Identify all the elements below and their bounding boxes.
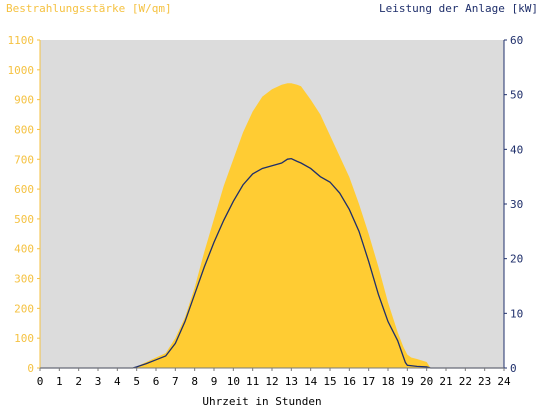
left-axis-ticks: 0 100 200 300 400 500 600 700 800 900 1000 1100 bbox=[8, 34, 40, 375]
right-tick-label: 50 bbox=[510, 89, 523, 102]
x-tick-label: 10 bbox=[227, 375, 240, 388]
x-tick-label: 4 bbox=[114, 375, 121, 388]
x-tick-label: 12 bbox=[265, 375, 278, 388]
x-tick-label: 9 bbox=[211, 375, 218, 388]
x-tick-label: 5 bbox=[133, 375, 140, 388]
left-tick-label: 100 bbox=[14, 332, 34, 345]
right-axis-ticks: 0 10 20 30 40 50 60 bbox=[504, 34, 523, 375]
x-tick-label: 16 bbox=[343, 375, 356, 388]
x-tick-label: 3 bbox=[95, 375, 102, 388]
x-tick-label: 15 bbox=[323, 375, 336, 388]
left-tick-label: 300 bbox=[14, 273, 34, 286]
x-tick-label: 8 bbox=[191, 375, 198, 388]
left-tick-label: 1000 bbox=[8, 64, 35, 77]
left-tick-label: 600 bbox=[14, 183, 34, 196]
x-tick-label: 7 bbox=[172, 375, 179, 388]
left-tick-label: 200 bbox=[14, 302, 34, 315]
x-axis-title: Uhrzeit in Stunden bbox=[202, 395, 321, 408]
power-line bbox=[40, 157, 504, 369]
x-tick-label: 1 bbox=[56, 375, 63, 388]
x-tick-label: 18 bbox=[381, 375, 394, 388]
x-axis-ticks: 0 1 2 3 4 5 6 7 8 9 10 11 12 13 14 15 16 17 18 19 20 21 22 23 24 bbox=[37, 368, 511, 388]
x-tick-label: 20 bbox=[420, 375, 433, 388]
x-tick-label: 24 bbox=[497, 375, 511, 388]
left-axis-title: Bestrahlungsstärke [W/qm] bbox=[6, 2, 172, 15]
x-tick-label: 13 bbox=[285, 375, 298, 388]
left-tick-label: 400 bbox=[14, 243, 34, 256]
x-tick-label: 11 bbox=[246, 375, 259, 388]
x-tick-label: 0 bbox=[37, 375, 44, 388]
x-tick-label: 6 bbox=[153, 375, 160, 388]
right-tick-label: 30 bbox=[510, 198, 523, 211]
right-tick-label: 60 bbox=[510, 34, 523, 47]
right-axis-title: Leistung der Anlage [kW] bbox=[379, 2, 538, 15]
left-tick-label: 500 bbox=[14, 213, 34, 226]
left-tick-label: 0 bbox=[27, 362, 34, 375]
x-tick-label: 19 bbox=[401, 375, 414, 388]
x-tick-label: 14 bbox=[304, 375, 318, 388]
x-tick-label: 21 bbox=[439, 375, 452, 388]
x-tick-label: 23 bbox=[478, 375, 491, 388]
left-tick-label: 900 bbox=[14, 94, 34, 107]
irradiance-area bbox=[40, 83, 504, 369]
right-tick-label: 20 bbox=[510, 253, 523, 266]
left-tick-label: 1100 bbox=[8, 34, 35, 47]
right-tick-label: 40 bbox=[510, 143, 523, 156]
x-tick-label: 2 bbox=[75, 375, 82, 388]
left-tick-label: 700 bbox=[14, 153, 34, 166]
x-tick-label: 22 bbox=[459, 375, 472, 388]
left-tick-label: 800 bbox=[14, 123, 34, 136]
series-layer bbox=[40, 83, 504, 369]
x-tick-label: 17 bbox=[362, 375, 375, 388]
right-tick-label: 10 bbox=[510, 307, 523, 320]
right-tick-label: 0 bbox=[510, 362, 517, 375]
